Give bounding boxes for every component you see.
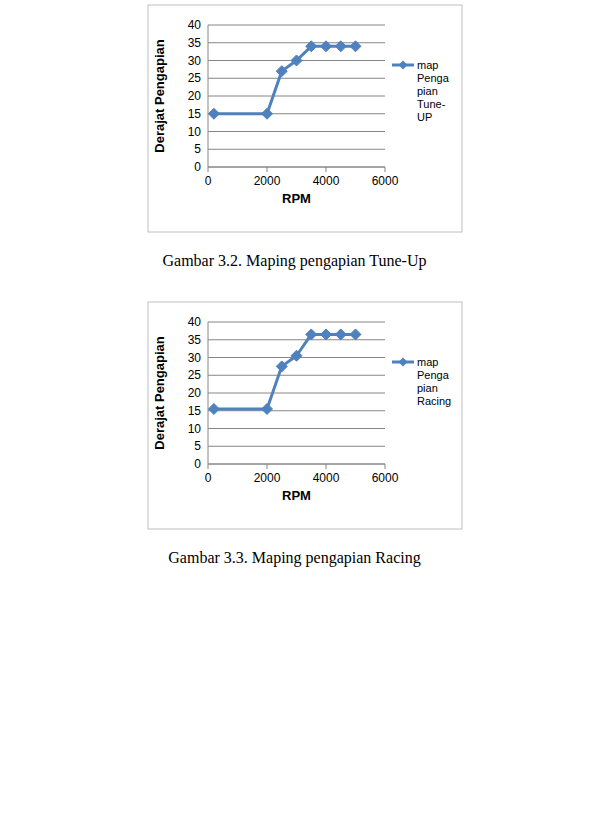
figure-caption: Gambar 3.3. Maping pengapian Racing — [168, 549, 420, 567]
grid-line — [208, 96, 385, 97]
data-point — [335, 329, 346, 340]
legend-label-line: map — [417, 356, 438, 368]
grid-line — [208, 131, 385, 132]
y-tick-label: 40 — [188, 315, 202, 329]
chart: 0 5 10 15 20 25 30 35 40 0 2000 4000 6000 RPM Derajat … — [148, 5, 462, 232]
grid-line — [208, 393, 385, 394]
legend-marker — [399, 358, 408, 367]
x-tick — [385, 464, 386, 469]
legend-marker — [399, 61, 408, 70]
page: 05101520253035400200040006000RPMDerajat … — [0, 0, 589, 819]
legend-label-line: Penga — [417, 369, 450, 381]
y-tick-label: 35 — [188, 333, 202, 347]
y-tick-label: 20 — [188, 386, 202, 400]
y-tick-label: 35 — [188, 36, 202, 50]
y-tick-label: 15 — [188, 404, 202, 418]
grid-line — [208, 446, 385, 447]
grid-line — [208, 25, 385, 26]
data-point — [276, 361, 287, 372]
data-point — [276, 66, 287, 77]
legend-label-line: Racing — [417, 395, 451, 407]
x-axis-title: RPM — [282, 191, 311, 206]
y-axis-title: Derajat Pengapian — [152, 336, 167, 449]
legend-label-line: pian — [417, 382, 438, 394]
series-line — [214, 46, 356, 113]
legend-label-line: Tune- — [417, 98, 446, 110]
grid-line — [208, 375, 385, 376]
y-tick-label: 5 — [194, 142, 201, 156]
data-point — [335, 41, 346, 52]
series-line — [214, 334, 356, 409]
legend-label-line: map — [417, 59, 438, 71]
plot-data — [208, 329, 361, 415]
chart: 0 5 10 15 20 25 30 35 40 0 2000 4000 6000 RPM Derajat … — [148, 302, 462, 529]
x-axis — [208, 464, 385, 465]
y-tick-label: 5 — [194, 439, 201, 453]
data-point — [350, 329, 361, 340]
y-tick-label: 0 — [194, 457, 201, 471]
legend-label-line: Penga — [417, 72, 450, 84]
x-tick — [267, 167, 268, 172]
data-point — [306, 41, 317, 52]
x-tick — [326, 464, 327, 469]
y-tick-label: 0 — [194, 160, 201, 174]
y-axis — [208, 322, 209, 464]
plot-data — [208, 41, 361, 119]
legend: mapPengapianTune-UP — [392, 59, 450, 123]
grid-line — [208, 464, 385, 465]
data-point — [321, 329, 332, 340]
x-tick — [385, 167, 386, 172]
x-axis-title: RPM — [282, 488, 311, 503]
legend: mapPengapianRacing — [392, 356, 451, 407]
grid-line — [208, 78, 385, 79]
grid-line — [208, 428, 385, 429]
data-point — [291, 350, 302, 361]
y-tick-label: 10 — [188, 422, 202, 436]
data-point — [208, 403, 219, 414]
data-point — [321, 41, 332, 52]
y-tick-label: 40 — [188, 18, 202, 32]
x-tick — [208, 167, 209, 172]
y-tick-label: 25 — [188, 368, 202, 382]
y-axis-title: Derajat Pengapian — [152, 39, 167, 152]
legend-label-line: UP — [417, 111, 432, 123]
x-tick — [267, 464, 268, 469]
y-tick-label: 20 — [188, 89, 202, 103]
grid-line — [208, 339, 385, 340]
data-point — [262, 108, 273, 119]
chart-frame — [148, 302, 462, 529]
x-tick-label: 4000 — [313, 471, 340, 485]
y-tick-label: 25 — [188, 71, 202, 85]
x-tick — [326, 167, 327, 172]
x-tick-label: 6000 — [372, 174, 399, 188]
y-tick-label: 10 — [188, 125, 202, 139]
figure-caption: Gambar 3.2. Maping pengapian Tune-Up — [163, 252, 427, 270]
x-tick-label: 2000 — [254, 471, 281, 485]
x-tick-label: 0 — [205, 471, 212, 485]
x-axis — [208, 167, 385, 168]
grid-line — [208, 149, 385, 150]
grid-line — [208, 322, 385, 323]
x-tick-label: 2000 — [254, 174, 281, 188]
grid-line — [208, 167, 385, 168]
legend-label-line: pian — [417, 85, 438, 97]
x-tick-label: 4000 — [313, 174, 340, 188]
legend-label: mapPengapianTune-UP — [417, 59, 450, 123]
legend-label: mapPengapianRacing — [417, 356, 451, 407]
y-tick-label: 15 — [188, 107, 202, 121]
data-point — [291, 55, 302, 66]
data-point — [262, 403, 273, 414]
y-tick-label: 30 — [188, 351, 202, 365]
data-point — [306, 329, 317, 340]
data-point — [208, 108, 219, 119]
page-background — [0, 0, 589, 819]
y-axis — [208, 25, 209, 167]
x-tick — [208, 464, 209, 469]
x-tick-label: 6000 — [372, 471, 399, 485]
chart-frame — [148, 5, 462, 232]
y-tick-label: 30 — [188, 54, 202, 68]
data-point — [350, 41, 361, 52]
x-tick-label: 0 — [205, 174, 212, 188]
